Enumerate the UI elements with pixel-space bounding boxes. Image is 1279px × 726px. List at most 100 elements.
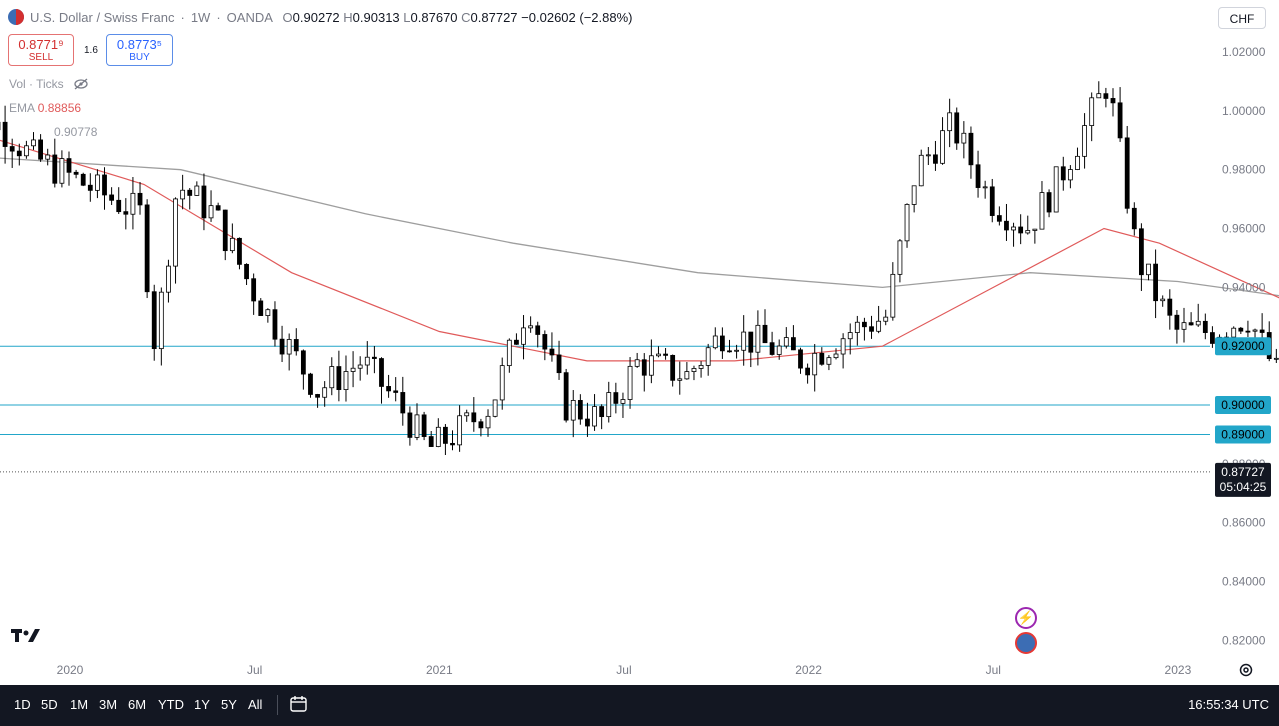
candle-up [712, 335, 718, 349]
candle-down [719, 335, 725, 352]
candle-up [208, 205, 214, 219]
interval[interactable]: 1W [190, 9, 211, 25]
price-chart[interactable]: 0.820000.840000.860000.880000.900000.920… [0, 0, 1279, 685]
candle-down [670, 354, 676, 381]
candle-up [1195, 320, 1201, 326]
candle-up [414, 414, 420, 438]
candle-down [1238, 327, 1244, 332]
candle-up [684, 371, 690, 380]
range-5d[interactable]: 5D [41, 697, 58, 712]
candle-down [968, 132, 974, 166]
tradingview-logo-icon[interactable] [11, 626, 43, 644]
range-all[interactable]: All [248, 697, 263, 712]
calendar-goto-icon[interactable] [290, 695, 308, 713]
candle-up [1053, 166, 1059, 213]
low-value: 0.87670 [410, 9, 458, 25]
range-1d[interactable]: 1D [14, 697, 31, 712]
us-flag-event-icon[interactable] [1015, 632, 1037, 654]
ema-value: 0.88856 [37, 101, 82, 115]
candle-down [2, 121, 8, 147]
candle-down [1046, 192, 1052, 213]
candle-down [244, 263, 249, 280]
y-tick-label: 0.84000 [1222, 575, 1266, 589]
candle-up [1067, 169, 1073, 181]
candle-down [556, 354, 562, 374]
buy-button[interactable]: 0.8773⁵ BUY [106, 34, 173, 66]
candle-down [66, 158, 72, 173]
level-price-tag [1215, 396, 1271, 415]
eye-off-icon[interactable] [73, 78, 89, 90]
candle-up [1025, 230, 1031, 234]
candle-down [933, 154, 938, 164]
candle-up [982, 186, 988, 189]
candle-down [9, 146, 15, 152]
candle-up [23, 145, 29, 157]
symbol-header[interactable]: U.S. Dollar / Swiss Franc · 1W · OANDA O… [8, 9, 632, 25]
range-ytd[interactable]: YTD [158, 697, 184, 712]
candle-up [286, 339, 292, 355]
candle-up [570, 400, 576, 421]
high-value: 0.90313 [352, 9, 400, 25]
candle-down [769, 342, 775, 355]
candle-down [1245, 330, 1251, 333]
y-tick-label: 0.86000 [1222, 516, 1266, 530]
level-price-label: 0.92000 [1221, 339, 1265, 353]
candle-down [1138, 228, 1144, 276]
candle-down [300, 350, 306, 375]
range-5y[interactable]: 5Y [221, 697, 237, 712]
candle-up [329, 366, 335, 389]
candle-down [151, 291, 157, 350]
currency-selector[interactable]: CHF [1218, 7, 1266, 29]
ema-legend[interactable]: EMA 0.88856 [9, 101, 81, 115]
candle-up [343, 371, 349, 390]
candle-down [258, 300, 264, 316]
level-price-tag [1215, 425, 1271, 444]
candle-down [201, 185, 207, 219]
sell-button[interactable]: 0.8771⁹ SELL [8, 34, 74, 66]
candle-up [826, 357, 832, 365]
candle-up [691, 368, 697, 372]
candle-up [158, 291, 164, 350]
candle-down [102, 174, 107, 196]
candle-down [748, 331, 754, 353]
candle-up [620, 399, 626, 404]
candle-up [854, 321, 860, 333]
candle-up [1082, 125, 1087, 157]
candle-down [272, 309, 278, 340]
sell-label: SELL [28, 52, 54, 63]
symbol-name[interactable]: U.S. Dollar / Swiss Franc [30, 9, 175, 25]
sma-legend[interactable]: 0.90778 [54, 125, 97, 139]
candle-down [379, 358, 384, 387]
range-1y[interactable]: 1Y [194, 697, 210, 712]
candle-up [961, 132, 967, 144]
candle-down [1124, 137, 1130, 209]
utc-clock[interactable]: 16:55:34 UTC [1188, 697, 1269, 712]
candle-up [1075, 155, 1080, 170]
y-tick-label: 1.00000 [1222, 104, 1266, 118]
volume-legend[interactable]: Vol · Ticks [9, 77, 89, 91]
candle-down [1210, 332, 1215, 344]
candle-up [656, 353, 661, 357]
candle-down [954, 112, 960, 144]
candle-down [1004, 220, 1009, 231]
x-tick-label: 2021 [426, 663, 453, 677]
range-6m[interactable]: 6M [128, 697, 147, 712]
candle-up [457, 415, 463, 446]
lightning-event-icon[interactable]: ⚡ [1015, 607, 1037, 629]
data-source: OANDA [226, 9, 273, 25]
candle-up [1231, 327, 1237, 338]
candle-up [194, 185, 200, 196]
candle-down [308, 373, 313, 395]
candle-down [535, 325, 541, 335]
range-1m[interactable]: 1M [70, 697, 89, 712]
candle-down [471, 412, 477, 423]
candle-up [741, 331, 747, 351]
candle-down [1060, 166, 1066, 181]
candle-down [805, 367, 811, 376]
candle-down [123, 211, 129, 215]
candle-up [1181, 322, 1187, 330]
settings-gear-icon[interactable] [1238, 662, 1254, 678]
candle-down [1167, 298, 1173, 316]
range-3m[interactable]: 3M [99, 697, 118, 712]
y-tick-label: 1.02000 [1222, 45, 1266, 59]
